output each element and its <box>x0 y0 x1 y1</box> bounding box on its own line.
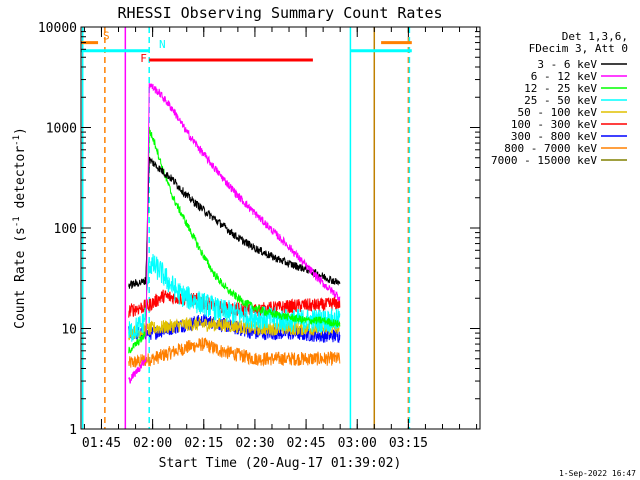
x-tick-label: 02:45 <box>287 436 326 451</box>
legend-entry-label: 25 - 50 keV <box>524 94 597 107</box>
x-tick-label: 03:15 <box>389 436 428 451</box>
legend-header-line-1: Det 1,3,6, <box>562 30 628 43</box>
legend-entry-label: 6 - 12 keV <box>531 70 598 83</box>
series-line <box>128 253 341 342</box>
legend-entry-label: 100 - 300 keV <box>511 118 597 131</box>
legend-entry-label: 50 - 100 keV <box>518 106 598 119</box>
y-tick-label: 10 <box>61 323 77 338</box>
x-tick-label: 03:00 <box>338 436 377 451</box>
y-axis-label: Count Rate (s-1 detector-1) <box>12 127 28 329</box>
flag-label: N <box>159 38 166 51</box>
series-line <box>128 126 341 354</box>
x-tick-label: 02:00 <box>133 436 172 451</box>
y-tick-label: 1000 <box>46 122 77 137</box>
legend-entry-label: 800 - 7000 keV <box>504 142 597 155</box>
chart-title: RHESSI Observing Summary Count Rates <box>117 4 442 22</box>
x-tick-label: 02:30 <box>235 436 274 451</box>
x-tick-label: 02:15 <box>184 436 223 451</box>
series-line <box>128 156 341 290</box>
legend-entry-label: 12 - 25 keV <box>524 82 597 95</box>
legend-entry-label: 7000 - 15000 keV <box>491 154 597 167</box>
series-line <box>128 317 341 341</box>
y-tick-label: 100 <box>54 222 77 237</box>
legend-entry-label: 300 - 800 keV <box>511 130 597 143</box>
footer-date: 1-Sep-2022 16:47 <box>559 469 636 478</box>
x-tick-label: 01:45 <box>82 436 121 451</box>
flag-label: S <box>103 30 110 43</box>
y-tick-label: 1 <box>69 423 77 438</box>
flag-label: F <box>140 52 147 65</box>
x-axis-label: Start Time (20-Aug-17 01:39:02) <box>159 456 402 471</box>
series-line <box>128 337 341 368</box>
legend-entry-label: 3 - 6 keV <box>537 58 597 71</box>
legend-header-line-2: FDecim 3, Att 0 <box>529 42 628 55</box>
series-line <box>128 83 341 384</box>
y-tick-label: 10000 <box>38 21 77 36</box>
